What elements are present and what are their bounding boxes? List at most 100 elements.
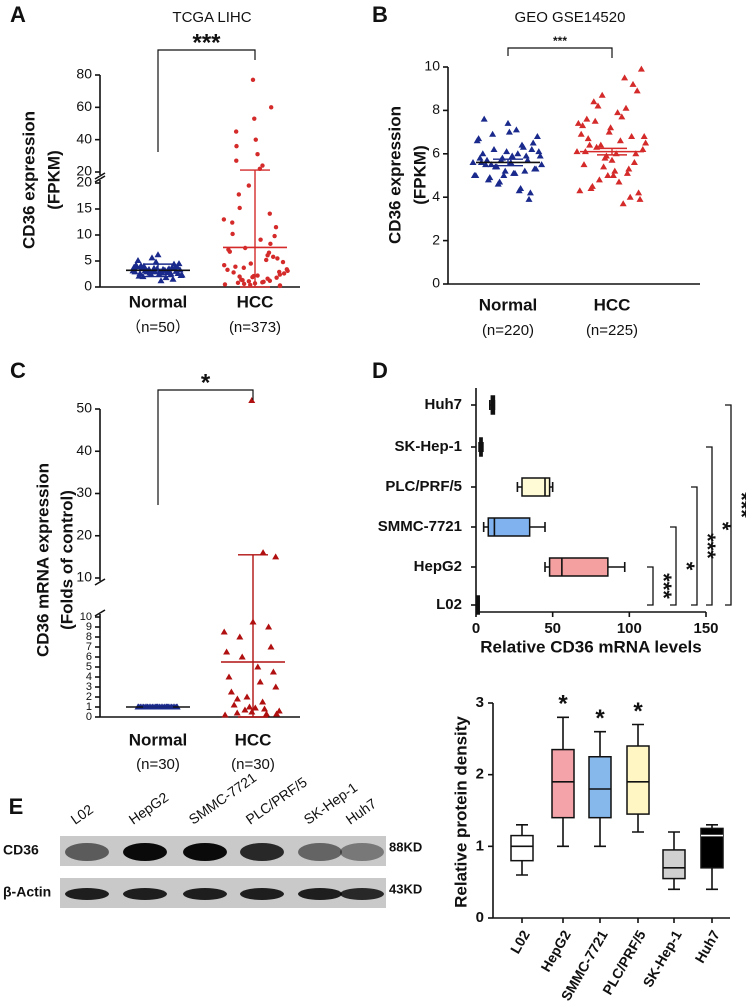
x-tick-sublabel: (n=220): [482, 322, 534, 339]
y-tick-label: 0: [476, 909, 484, 926]
data-point: [519, 143, 527, 150]
data-point: [134, 256, 142, 263]
error-bar: [493, 158, 523, 167]
significance-label: ***: [553, 34, 567, 48]
data-point: [233, 695, 241, 702]
data-point: [594, 102, 602, 109]
x-tick-label: Huh7: [691, 927, 722, 965]
data-point: [573, 148, 581, 155]
data-point: [608, 156, 616, 163]
y-tick-label: HepG2: [414, 558, 462, 575]
data-point: [234, 158, 239, 163]
data-point: [264, 257, 269, 263]
data-point: [131, 268, 139, 275]
data-point: [635, 189, 643, 196]
data-point: [225, 673, 233, 680]
data-point: [259, 698, 267, 705]
data-point: [490, 145, 498, 152]
data-point: [475, 135, 483, 142]
data-point: [623, 169, 631, 176]
data-point: [622, 104, 630, 111]
y-tick-label: 1: [476, 837, 484, 854]
data-point: [496, 178, 504, 185]
data-point: [522, 152, 530, 159]
y-axis-label: (FPKM): [44, 150, 63, 209]
data-point: [261, 705, 269, 712]
data-point: [524, 156, 532, 163]
y-axis-label: (FPKM): [410, 145, 429, 204]
data-point: [168, 264, 176, 271]
data-point: [273, 225, 279, 230]
data-point: [223, 648, 231, 655]
significance-label: ***: [729, 492, 746, 518]
y-tick-label: 0: [84, 278, 92, 294]
x-tick-label: HCC: [237, 292, 274, 311]
y-tick-label: 9: [86, 621, 92, 633]
y-tick-label: 7: [86, 641, 92, 653]
panel-letter: E: [9, 794, 24, 819]
box: [551, 748, 575, 819]
data-point: [521, 167, 529, 174]
blot-band: [340, 843, 384, 861]
data-point: [272, 553, 280, 560]
data-point: [238, 653, 246, 660]
data-point: [248, 282, 253, 288]
data-point: [611, 167, 619, 174]
data-point: [579, 122, 587, 129]
y-tick-label: 1: [86, 701, 92, 713]
data-point: [240, 278, 245, 283]
data-point: [514, 150, 522, 157]
data-point: [584, 135, 592, 142]
size-label: 88KD: [389, 839, 422, 854]
data-point: [632, 150, 640, 157]
data-point: [469, 158, 477, 165]
data-point: [636, 195, 644, 202]
significance-bracket: [725, 404, 732, 606]
data-point: [253, 137, 258, 142]
data-point: [629, 80, 637, 87]
data-point: [512, 126, 520, 133]
significance-label: *: [633, 698, 643, 725]
data-point: [255, 273, 260, 278]
x-tick-label: 100: [617, 620, 642, 637]
data-point: [137, 262, 145, 269]
chart-title: GEO GSE14520: [515, 9, 626, 26]
data-point: [583, 115, 591, 122]
y-tick-label: 30: [76, 484, 92, 500]
significance-label: ***: [695, 533, 720, 559]
y-tick-label: 15: [76, 200, 92, 216]
data-point: [600, 163, 608, 170]
x-tick-label: Normal: [129, 292, 188, 311]
data-point: [642, 139, 650, 146]
y-tick-label: 2: [432, 231, 440, 247]
data-point: [483, 156, 491, 163]
significance-label: ***: [651, 573, 676, 599]
data-point: [258, 237, 263, 242]
y-tick-label: PLC/PRF/5: [385, 478, 462, 495]
data-point: [265, 276, 270, 281]
y-axis-label: CD36 expression: [19, 111, 38, 249]
blot-band: [340, 888, 384, 900]
y-tick-label: 0: [432, 275, 440, 291]
y-axis-label: Relative protein density: [451, 716, 470, 908]
data-point: [482, 161, 490, 168]
data-point: [227, 688, 235, 695]
significance-label: *: [558, 691, 568, 718]
x-tick-label: Normal: [479, 295, 538, 314]
y-tick-label: 60: [76, 98, 92, 114]
y-tick-label: 20: [76, 163, 92, 179]
y-tick-label: 5: [84, 252, 92, 268]
data-point: [595, 176, 603, 183]
data-point: [241, 281, 247, 287]
error-bar: [597, 147, 627, 156]
data-point: [222, 282, 228, 287]
significance-bracket: [691, 486, 698, 606]
y-tick-label: 0: [86, 711, 92, 723]
data-point: [619, 200, 627, 207]
panel-letter: D: [372, 358, 388, 383]
data-point: [472, 172, 480, 178]
chart-title: TCGA LIHC: [172, 9, 251, 26]
data-point: [272, 233, 277, 239]
blot-band: [65, 843, 109, 861]
blot-band: [298, 843, 342, 861]
